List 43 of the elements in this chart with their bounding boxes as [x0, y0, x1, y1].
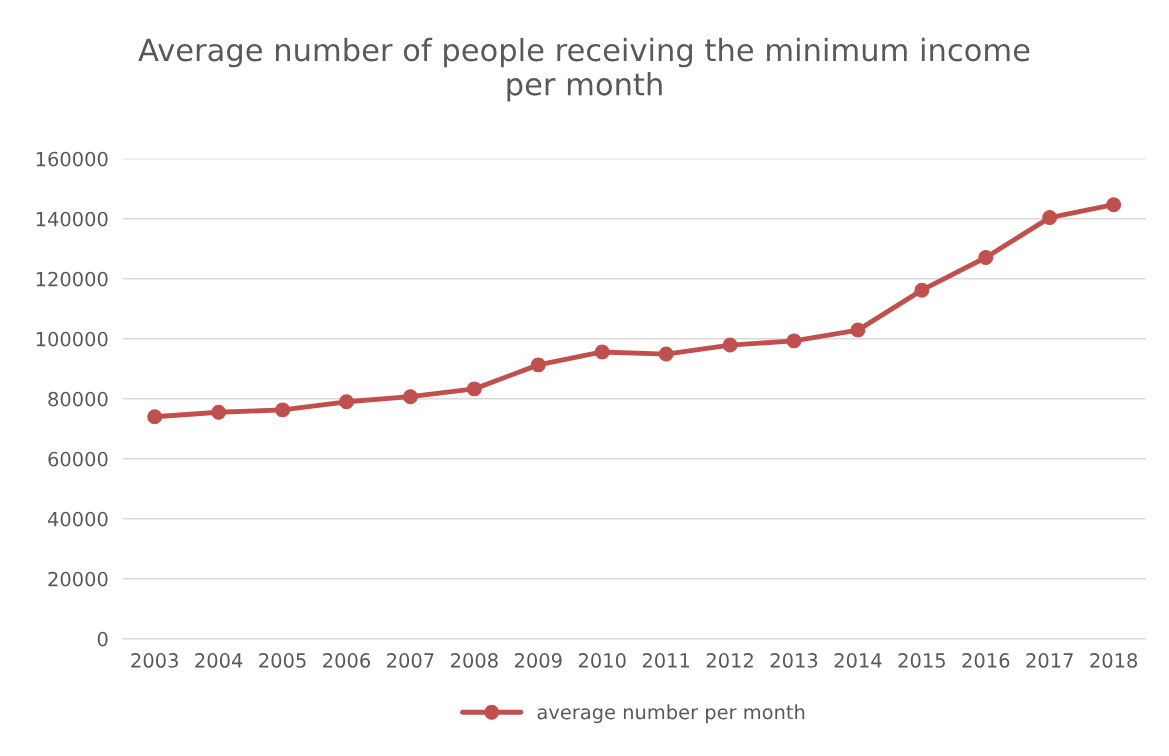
x-tick-label: 2015	[898, 653, 945, 668]
x-tick-label: 2009	[514, 653, 562, 668]
legend-label: average number per month	[537, 704, 805, 724]
x-tick-label: 2017	[1026, 653, 1073, 668]
y-tick-label: 20000	[48, 571, 108, 587]
x-tick-label: 2005	[259, 653, 306, 668]
x-tick-label: 2010	[578, 653, 626, 668]
x-tick-label: 2013	[770, 653, 818, 668]
x-tick-label: 2012	[706, 653, 753, 668]
y-tick-label: 140000	[36, 211, 108, 227]
y-tick-label: 160000	[36, 151, 108, 167]
point	[466, 381, 482, 397]
point	[850, 322, 866, 338]
y-tick-label: 0	[97, 631, 108, 647]
point	[1042, 210, 1058, 226]
point	[594, 344, 610, 360]
point	[786, 333, 802, 349]
x-tick-label: 2003	[131, 653, 178, 668]
x-tick-label: 2011	[642, 653, 690, 668]
x-tick-label: 2018	[1090, 653, 1138, 668]
point	[147, 409, 163, 425]
y-tick-label: 120000	[36, 271, 108, 287]
x-tick-label: 2008	[451, 653, 498, 668]
y-tick-label: 40000	[47, 511, 108, 527]
point	[1106, 197, 1122, 213]
x-tick-label: 2006	[323, 653, 371, 668]
x-tick-label: 2007	[387, 653, 434, 668]
point	[339, 394, 354, 410]
point	[402, 389, 418, 405]
x-tick-label: 2004	[195, 653, 243, 668]
x-tick-label: 2014	[834, 653, 882, 668]
point	[211, 404, 227, 420]
y-tick-label: 100000	[36, 331, 108, 347]
point	[275, 402, 291, 418]
point	[658, 346, 674, 362]
point	[914, 282, 930, 298]
point	[530, 357, 546, 373]
y-tick-label: 60000	[48, 451, 108, 467]
x-tick-label: 2016	[962, 653, 1010, 668]
chart-title: Average number of people receiving the minimum income per month	[138, 37, 1030, 102]
y-tick-label: 80000	[48, 391, 108, 407]
point	[978, 250, 994, 265]
point	[722, 337, 738, 353]
